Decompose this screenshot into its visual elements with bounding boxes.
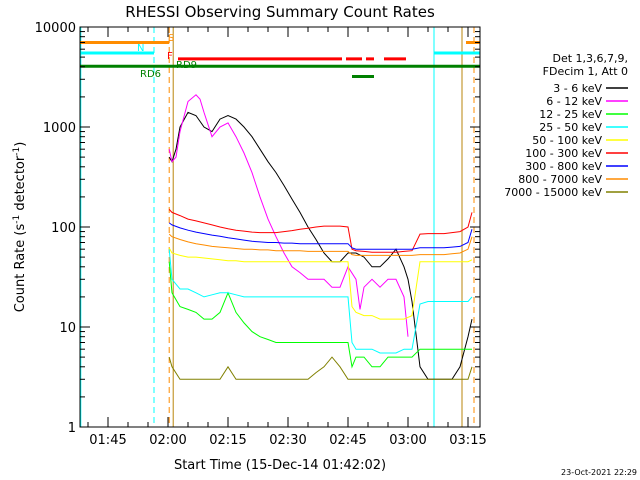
- y-tick-label: 10000: [35, 21, 76, 36]
- legend-label-100-300-kev: 100 - 300 keV: [525, 147, 602, 160]
- legend-label-50-100-kev: 50 - 100 keV: [532, 134, 602, 147]
- legend: Det 1,3,6,7,9, FDecim 1, Att 0 3 - 6 keV…: [504, 52, 628, 199]
- footer-date: 23-Oct-2021 22:29: [561, 468, 637, 477]
- flag-label-n: N: [137, 43, 144, 54]
- legend-label-7000-15000-kev: 7000 - 15000 keV: [504, 186, 602, 199]
- x-tick-label: 03:15: [449, 433, 486, 448]
- legend-label-300-800-kev: 300 - 800 keV: [525, 160, 602, 173]
- y-tick-label: 1000: [43, 121, 76, 136]
- series-6-12-kev: [168, 94, 409, 337]
- flag-label-s: S: [168, 33, 174, 44]
- axis-ticks: 01:45 02:00 02:15 02:30 02:45 03:00 03:15 1 10 10…: [35, 21, 487, 448]
- x-tick-label: 01:45: [89, 433, 126, 448]
- flag-label-rd6: RD6: [140, 69, 161, 80]
- series-100-300-kev: [168, 209, 473, 253]
- legend-header-line2: FDecim 1, Att 0: [543, 65, 628, 78]
- y-tick-label: 100: [51, 221, 76, 236]
- chart-title: RHESSI Observing Summary Count Rates: [125, 3, 435, 21]
- x-tick-label: 02:30: [269, 433, 306, 448]
- series-50-100-kev: [168, 247, 473, 320]
- series-300-800-kev: [168, 222, 473, 250]
- x-tick-label: 03:00: [389, 433, 426, 448]
- x-tick-label: 02:15: [209, 433, 246, 448]
- legend-label-3-6-kev: 3 - 6 keV: [553, 82, 602, 95]
- series-3-6-kev: [168, 111, 473, 380]
- flag-label-f: F: [167, 51, 173, 62]
- legend-header-line1: Det 1,3,6,7,9,: [552, 52, 628, 65]
- x-tick-label: 02:45: [329, 433, 366, 448]
- legend-label-25-50-kev: 25 - 50 keV: [539, 121, 602, 134]
- series-25-50-kev: [168, 249, 473, 354]
- series-800-7000-kev: [168, 233, 473, 256]
- flag-label-rd9: RD9: [176, 60, 197, 71]
- legend-label-800-7000-kev: 800 - 7000 keV: [518, 173, 602, 186]
- legend-label-6-12-kev: 6 - 12 keV: [546, 95, 602, 108]
- series-7000-15000-kev: [168, 356, 473, 380]
- y-tick-label: 10: [59, 321, 76, 336]
- x-tick-label: 02:00: [149, 433, 186, 448]
- y-axis-label: Count Rate (s-1 detector-1): [12, 142, 28, 313]
- x-axis-label: Start Time (15-Dec-14 01:42:02): [174, 458, 386, 473]
- series-12-25-kev: [168, 261, 472, 369]
- y-tick-label: 1: [68, 421, 76, 436]
- legend-label-12-25-kev: 12 - 25 keV: [539, 108, 602, 121]
- series-lines: [168, 94, 473, 380]
